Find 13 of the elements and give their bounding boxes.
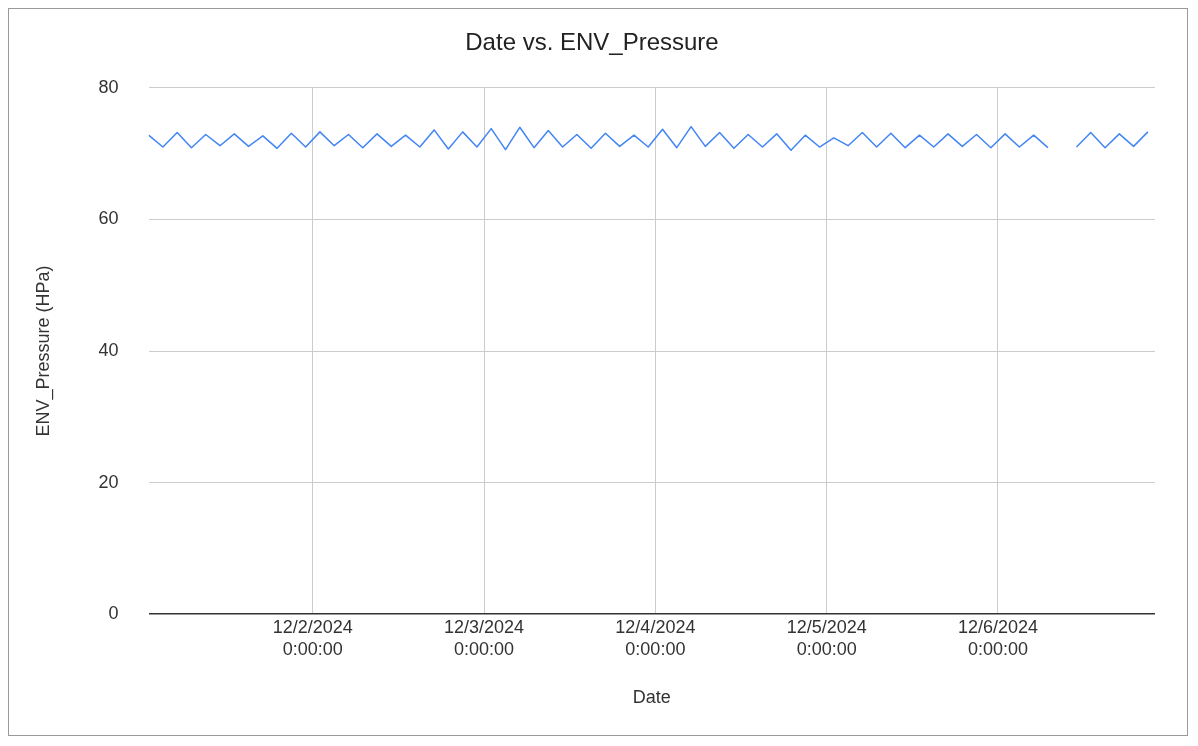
x-tick-label: 12/5/2024 0:00:00 [786,616,867,659]
x-tick-label: 12/3/2024 0:00:00 [444,616,525,659]
x-tick-label: 12/6/2024 0:00:00 [957,616,1039,659]
y-tick-label: 60 [98,208,119,229]
y-axis-title: ENV_Pressure (HPa) [32,265,54,437]
x-tick-label: 12/2/2024 0:00:00 [272,616,353,659]
y-tick-label: 0 [108,603,119,624]
y-tick-label: 40 [98,339,119,360]
x-axis-title: Date [632,687,671,708]
y-tick-label: 20 [98,471,119,492]
chart-title: Date vs. ENV_Pressure [465,28,719,56]
x-tick-label: 12/4/2024 0:00:00 [615,616,696,659]
y-tick-label: 80 [98,76,119,97]
